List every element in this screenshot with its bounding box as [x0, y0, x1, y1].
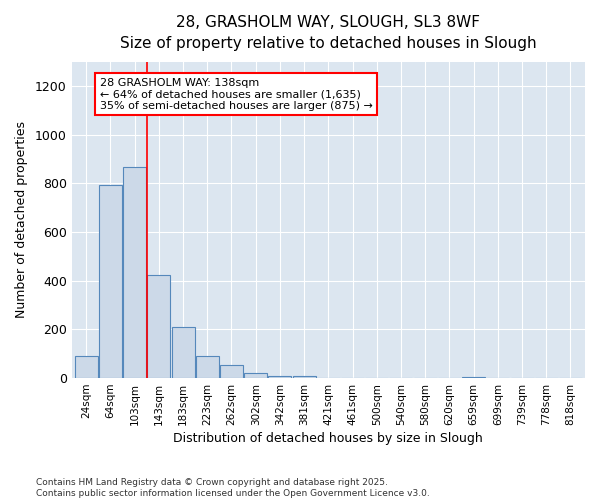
Title: 28, GRASHOLM WAY, SLOUGH, SL3 8WF
Size of property relative to detached houses i: 28, GRASHOLM WAY, SLOUGH, SL3 8WF Size o…: [120, 15, 536, 51]
Text: 28 GRASHOLM WAY: 138sqm
← 64% of detached houses are smaller (1,635)
35% of semi: 28 GRASHOLM WAY: 138sqm ← 64% of detache…: [100, 78, 373, 111]
Bar: [148, 276, 170, 378]
Bar: [462, 377, 485, 378]
Bar: [99, 185, 122, 378]
Bar: [293, 376, 316, 378]
X-axis label: Distribution of detached houses by size in Slough: Distribution of detached houses by size …: [173, 432, 483, 445]
Bar: [172, 327, 194, 378]
Text: Contains HM Land Registry data © Crown copyright and database right 2025.
Contai: Contains HM Land Registry data © Crown c…: [36, 478, 430, 498]
Bar: [268, 376, 292, 378]
Bar: [123, 167, 146, 378]
Bar: [220, 365, 243, 378]
Bar: [75, 356, 98, 378]
Bar: [244, 373, 267, 378]
Y-axis label: Number of detached properties: Number of detached properties: [15, 122, 28, 318]
Bar: [196, 356, 219, 378]
